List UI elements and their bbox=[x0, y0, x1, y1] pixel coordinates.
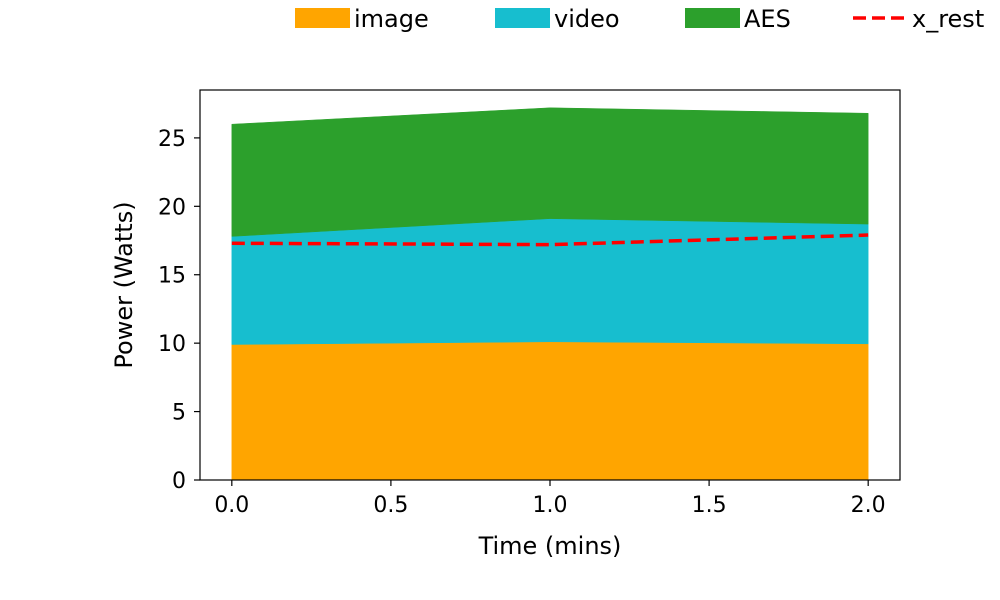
line-x_rest bbox=[231, 233, 869, 247]
legend-swatch-AES bbox=[685, 8, 740, 28]
legend-label-x_rest: x_rest bbox=[912, 5, 984, 33]
x-tick-label: 1.0 bbox=[533, 493, 568, 518]
x-tick-label: 1.5 bbox=[692, 493, 727, 518]
y-tick-label: 0 bbox=[172, 469, 186, 494]
stacked-areas bbox=[231, 107, 869, 481]
x-tick-label: 0.5 bbox=[373, 493, 408, 518]
legend: image video AES x_rest bbox=[295, 5, 984, 33]
y-tick-label: 25 bbox=[158, 127, 186, 152]
x-tick-label: 2.0 bbox=[851, 493, 886, 518]
y-tick-label: 10 bbox=[158, 332, 186, 357]
area-image bbox=[231, 341, 869, 481]
y-axis-label: Power (Watts) bbox=[110, 201, 138, 368]
legend-label-image: image bbox=[354, 5, 429, 33]
x-tick-label: 0.0 bbox=[214, 493, 249, 518]
legend-label-video: video bbox=[554, 5, 620, 33]
y-tick-label: 20 bbox=[158, 195, 186, 220]
y-tick-label: 5 bbox=[172, 401, 186, 426]
legend-label-AES: AES bbox=[744, 5, 791, 33]
x-axis-ticks: 0.0 0.5 1.0 1.5 2.0 bbox=[214, 480, 886, 518]
y-tick-label: 15 bbox=[158, 264, 186, 289]
area-AES bbox=[231, 107, 869, 237]
x-axis-label: Time (mins) bbox=[478, 532, 622, 560]
legend-swatch-image bbox=[295, 8, 350, 28]
y-axis-ticks: 0 5 10 15 20 25 bbox=[158, 127, 200, 494]
overlay-lines bbox=[231, 233, 869, 247]
legend-swatch-video bbox=[495, 8, 550, 28]
